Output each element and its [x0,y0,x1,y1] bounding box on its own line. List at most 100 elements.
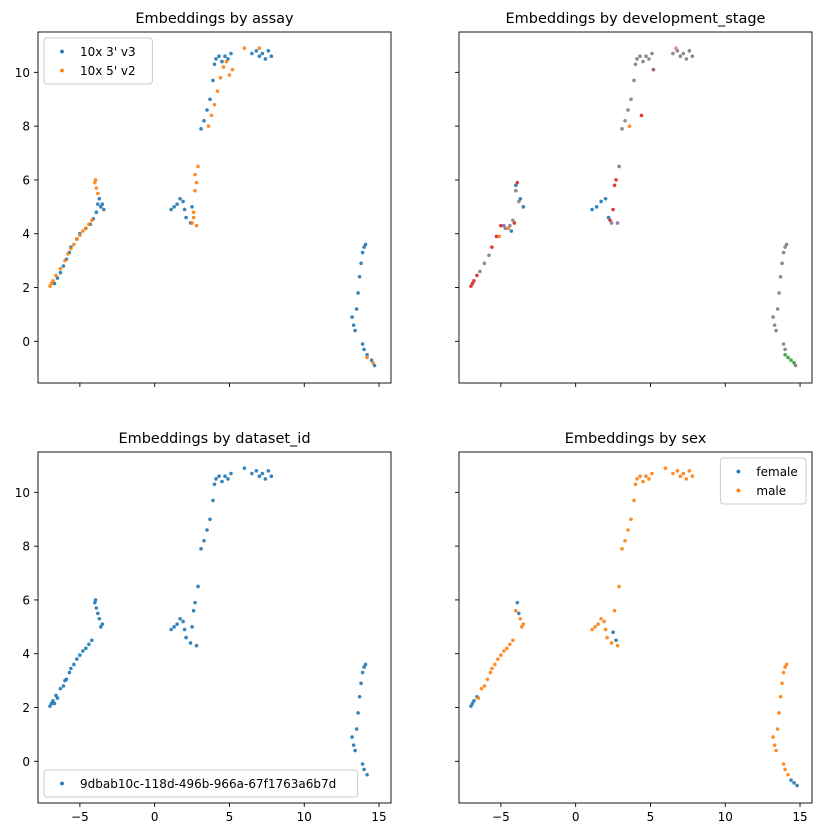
data-point [182,627,187,632]
data-point [684,477,689,481]
data-point [644,474,648,479]
data-point [778,274,783,279]
legend-marker [60,68,64,73]
data-point [269,54,274,59]
data-point [58,270,63,275]
data-point [611,207,615,212]
data-point [257,474,262,479]
data-point [365,355,369,360]
data-point [102,207,106,212]
data-point [499,223,503,228]
data-point [212,482,217,487]
data-point [482,684,487,688]
data-point [605,635,609,640]
y-tick-label: 4 [22,227,30,241]
x-tick-label: −5 [492,810,510,824]
data-point [488,670,493,675]
data-point [190,625,194,629]
data-point [350,735,354,739]
data-point [184,215,188,220]
data-point [520,625,524,629]
data-point [52,701,57,706]
data-point [87,222,91,227]
data-point [651,67,656,72]
data-point [208,97,212,102]
data-point [638,54,642,59]
data-point [615,221,620,225]
data-point [508,642,512,647]
data-point [169,627,173,632]
data-point [772,743,777,747]
data-point [51,278,55,283]
data-point [75,237,79,241]
data-point [67,670,72,675]
y-axis [455,71,459,342]
data-point [490,245,494,249]
series-5 [502,221,620,228]
data-point [629,517,633,522]
legend-box [719,457,807,505]
data-point [490,666,494,671]
data-point [182,207,187,212]
data-point [774,328,778,333]
data-point [594,205,599,209]
data-point [52,281,57,286]
data-point [212,102,217,107]
data-point [611,630,615,635]
data-point [777,291,781,295]
data-point [781,342,786,346]
data-point [499,653,503,657]
data-point [792,361,796,365]
x-tick-label: 0 [151,810,159,824]
data-point [675,469,680,473]
legend: female male [719,457,807,505]
data-point [193,600,197,605]
data-point [61,684,66,688]
data-point [72,242,76,247]
data-point [188,641,193,645]
data-point [609,641,614,645]
data-point [617,584,621,589]
data-point [356,711,360,715]
data-point [638,474,642,479]
data-point [482,261,487,266]
data-point [354,727,359,731]
data-point [506,226,511,231]
data-point [214,477,218,481]
data-point [472,278,476,283]
data-point [66,252,70,256]
legend-label: 10x 5' v2 [80,64,136,78]
data-point [470,701,475,706]
data-point [517,611,521,616]
data-point [497,234,502,239]
axes-frame [458,451,813,804]
data-point [784,242,789,247]
data-point [61,264,66,268]
legend-box [43,37,153,85]
data-point [603,196,608,201]
data-point [100,622,105,626]
data-point [58,686,63,691]
data-point [792,781,796,785]
data-point [97,616,102,621]
data-point [647,57,651,61]
data-point [362,347,366,352]
data-point [632,498,636,503]
subplot-title: Embeddings by development_stage [506,11,766,27]
series-1 [469,600,799,788]
data-point [590,207,594,212]
data-point [635,477,639,481]
data-point [789,358,793,362]
data-point [690,474,695,479]
data-point [509,229,514,233]
data-point [199,127,203,131]
data-point [606,215,611,220]
series-4 [469,113,644,288]
data-point [789,778,793,782]
data-point [84,646,88,651]
data-point [475,273,479,278]
data-point [217,474,221,479]
data-point [774,748,778,753]
